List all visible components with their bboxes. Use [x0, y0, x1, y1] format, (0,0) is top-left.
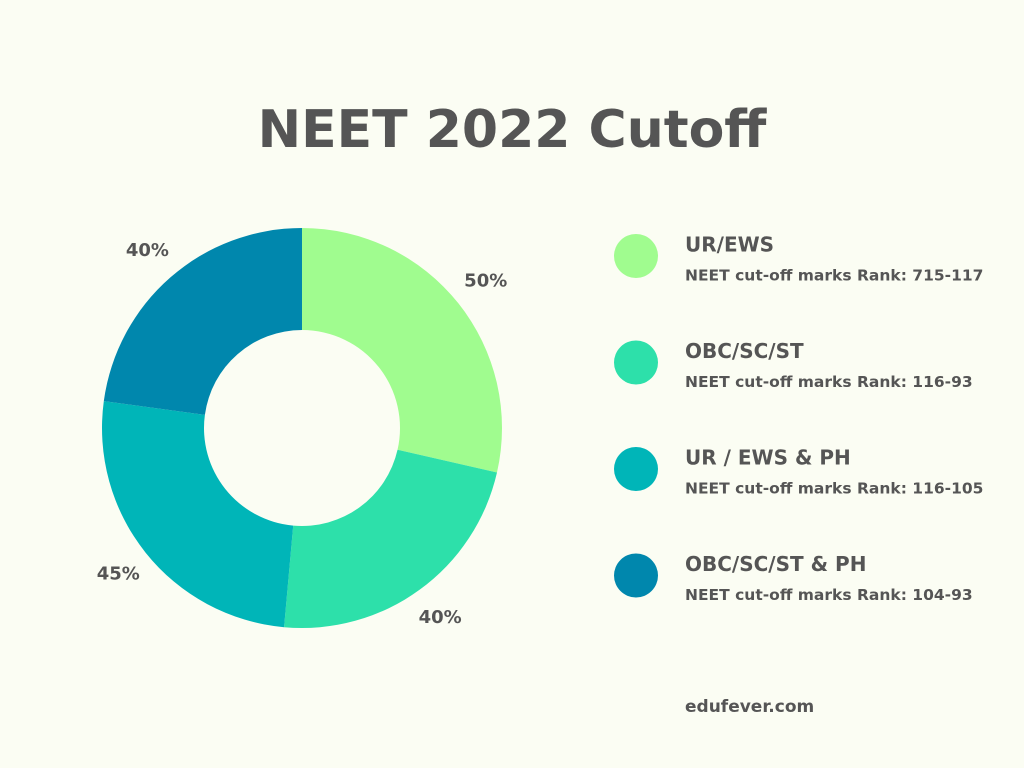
value-label: 40% [419, 607, 462, 628]
legend-detail: NEET cut-off marks Rank: 116-93 [685, 373, 973, 391]
chart-title: NEET 2022 Cutoff [258, 100, 768, 160]
donut-slice [302, 228, 503, 473]
value-label: 45% [97, 564, 140, 585]
legend-label: OBC/SC/ST & PH [685, 552, 866, 576]
donut-slice [102, 401, 294, 628]
legend-label: UR/EWS [685, 233, 774, 257]
legend-label: UR / EWS & PH [685, 446, 851, 470]
donut-slice [284, 449, 497, 628]
legend-detail: NEET cut-off marks Rank: 104-93 [685, 586, 973, 604]
legend-swatch [614, 234, 658, 278]
legend-detail: NEET cut-off marks Rank: 116-105 [685, 480, 983, 498]
value-label: 40% [126, 240, 169, 261]
source: edufever.com [685, 697, 814, 717]
legend-swatch [614, 447, 658, 491]
legend-detail: NEET cut-off marks Rank: 715-117 [685, 267, 983, 285]
legend-swatch [614, 553, 658, 598]
donut-slice [103, 228, 302, 415]
legend-swatch [614, 340, 658, 385]
value-label: 50% [464, 270, 507, 291]
legend-label: OBC/SC/ST [685, 339, 804, 363]
